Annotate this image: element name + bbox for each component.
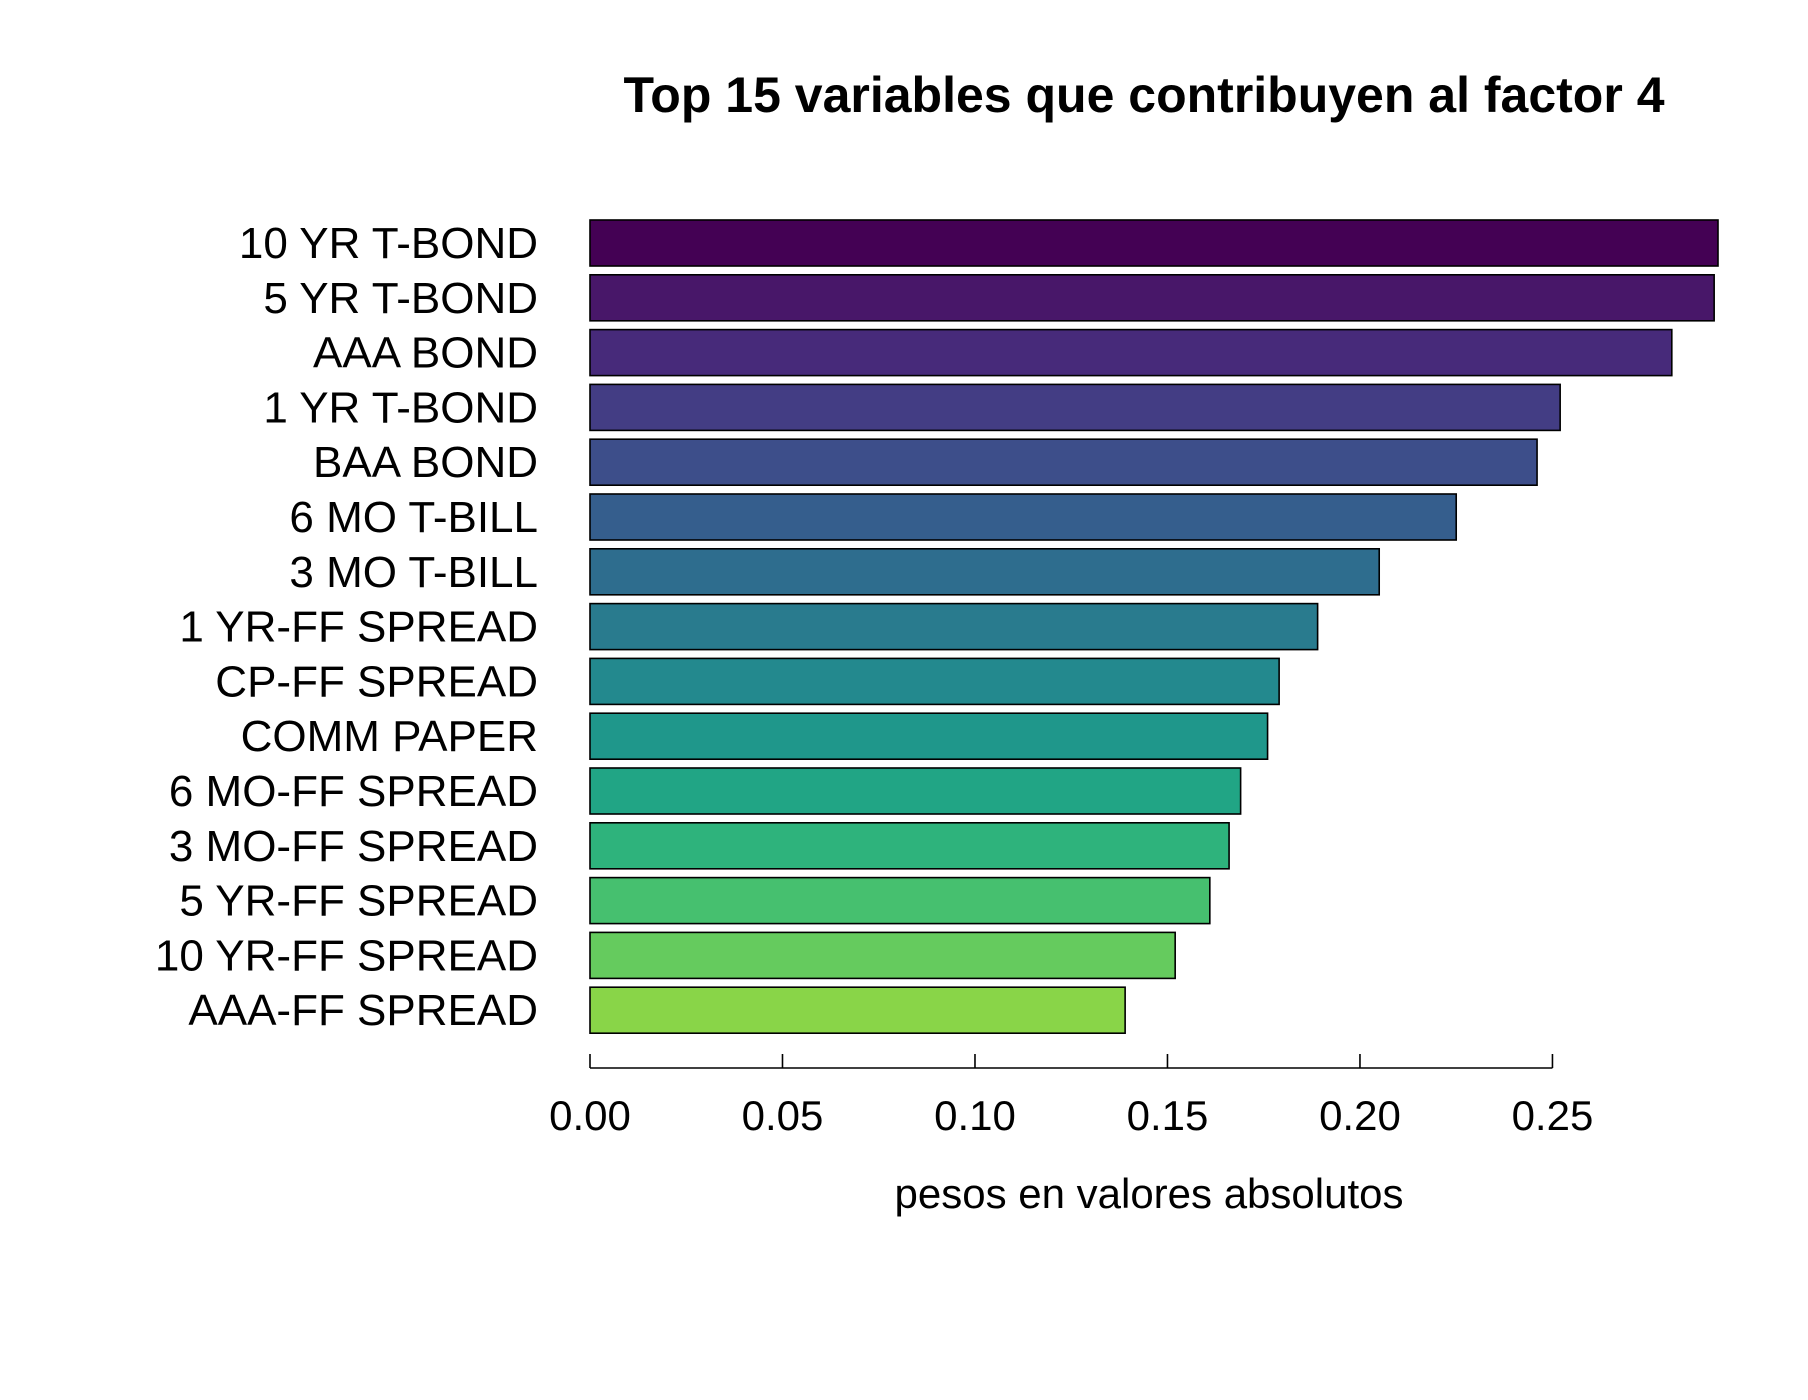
chart-title: Top 15 variables que contribuyen al fact… [623, 67, 1664, 123]
category-label-3: 1 YR T-BOND [263, 383, 538, 432]
x-axis: 0.00 0.05 0.10 0.15 0.20 0.25 [549, 1054, 1593, 1139]
bar-3 [589, 383, 1561, 432]
bar-0 [589, 219, 1719, 267]
bar-11 [589, 821, 1230, 870]
x-tick-label-0: 0.00 [549, 1092, 631, 1139]
category-labels: 10 YR T-BOND 5 YR T-BOND AAA BOND 1 YR T-BO… [155, 219, 538, 1035]
bars-group [589, 219, 1719, 1035]
category-label-13: 10 YR-FF SPREAD [155, 931, 538, 980]
category-label-0: 10 YR T-BOND [239, 219, 538, 268]
bar-14 [589, 986, 1126, 1035]
x-tick-label-1: 0.05 [742, 1092, 824, 1139]
category-label-5: 6 MO T-BILL [289, 493, 538, 542]
category-label-14: AAA-FF SPREAD [188, 986, 538, 1035]
category-label-6: 3 MO T-BILL [289, 548, 538, 597]
category-label-10: 6 MO-FF SPREAD [169, 767, 538, 816]
bar-8 [589, 657, 1280, 706]
x-tick-label-3: 0.15 [1127, 1092, 1209, 1139]
category-label-7: 1 YR-FF SPREAD [179, 603, 538, 652]
x-tick-label-4: 0.20 [1319, 1092, 1401, 1139]
bar-7 [589, 602, 1319, 651]
x-tick-label-2: 0.10 [934, 1092, 1016, 1139]
bar-13 [589, 931, 1176, 980]
bar-9 [589, 712, 1269, 761]
bar-2 [589, 328, 1673, 377]
category-label-1: 5 YR T-BOND [263, 274, 538, 323]
bar-10 [589, 767, 1242, 815]
category-label-12: 5 YR-FF SPREAD [179, 877, 538, 926]
category-label-2: AAA BOND [313, 329, 538, 378]
bar-5 [589, 493, 1458, 541]
category-label-4: BAA BOND [313, 438, 538, 487]
category-label-9: COMM PAPER [241, 712, 538, 761]
category-label-8: CP-FF SPREAD [215, 657, 538, 706]
bar-12 [589, 876, 1211, 925]
bar-4 [589, 438, 1538, 487]
bar-6 [589, 547, 1381, 596]
bar-1 [589, 273, 1715, 322]
x-tick-label-5: 0.25 [1512, 1092, 1594, 1139]
category-label-11: 3 MO-FF SPREAD [169, 822, 538, 871]
x-axis-label: pesos en valores absolutos [895, 1170, 1404, 1217]
